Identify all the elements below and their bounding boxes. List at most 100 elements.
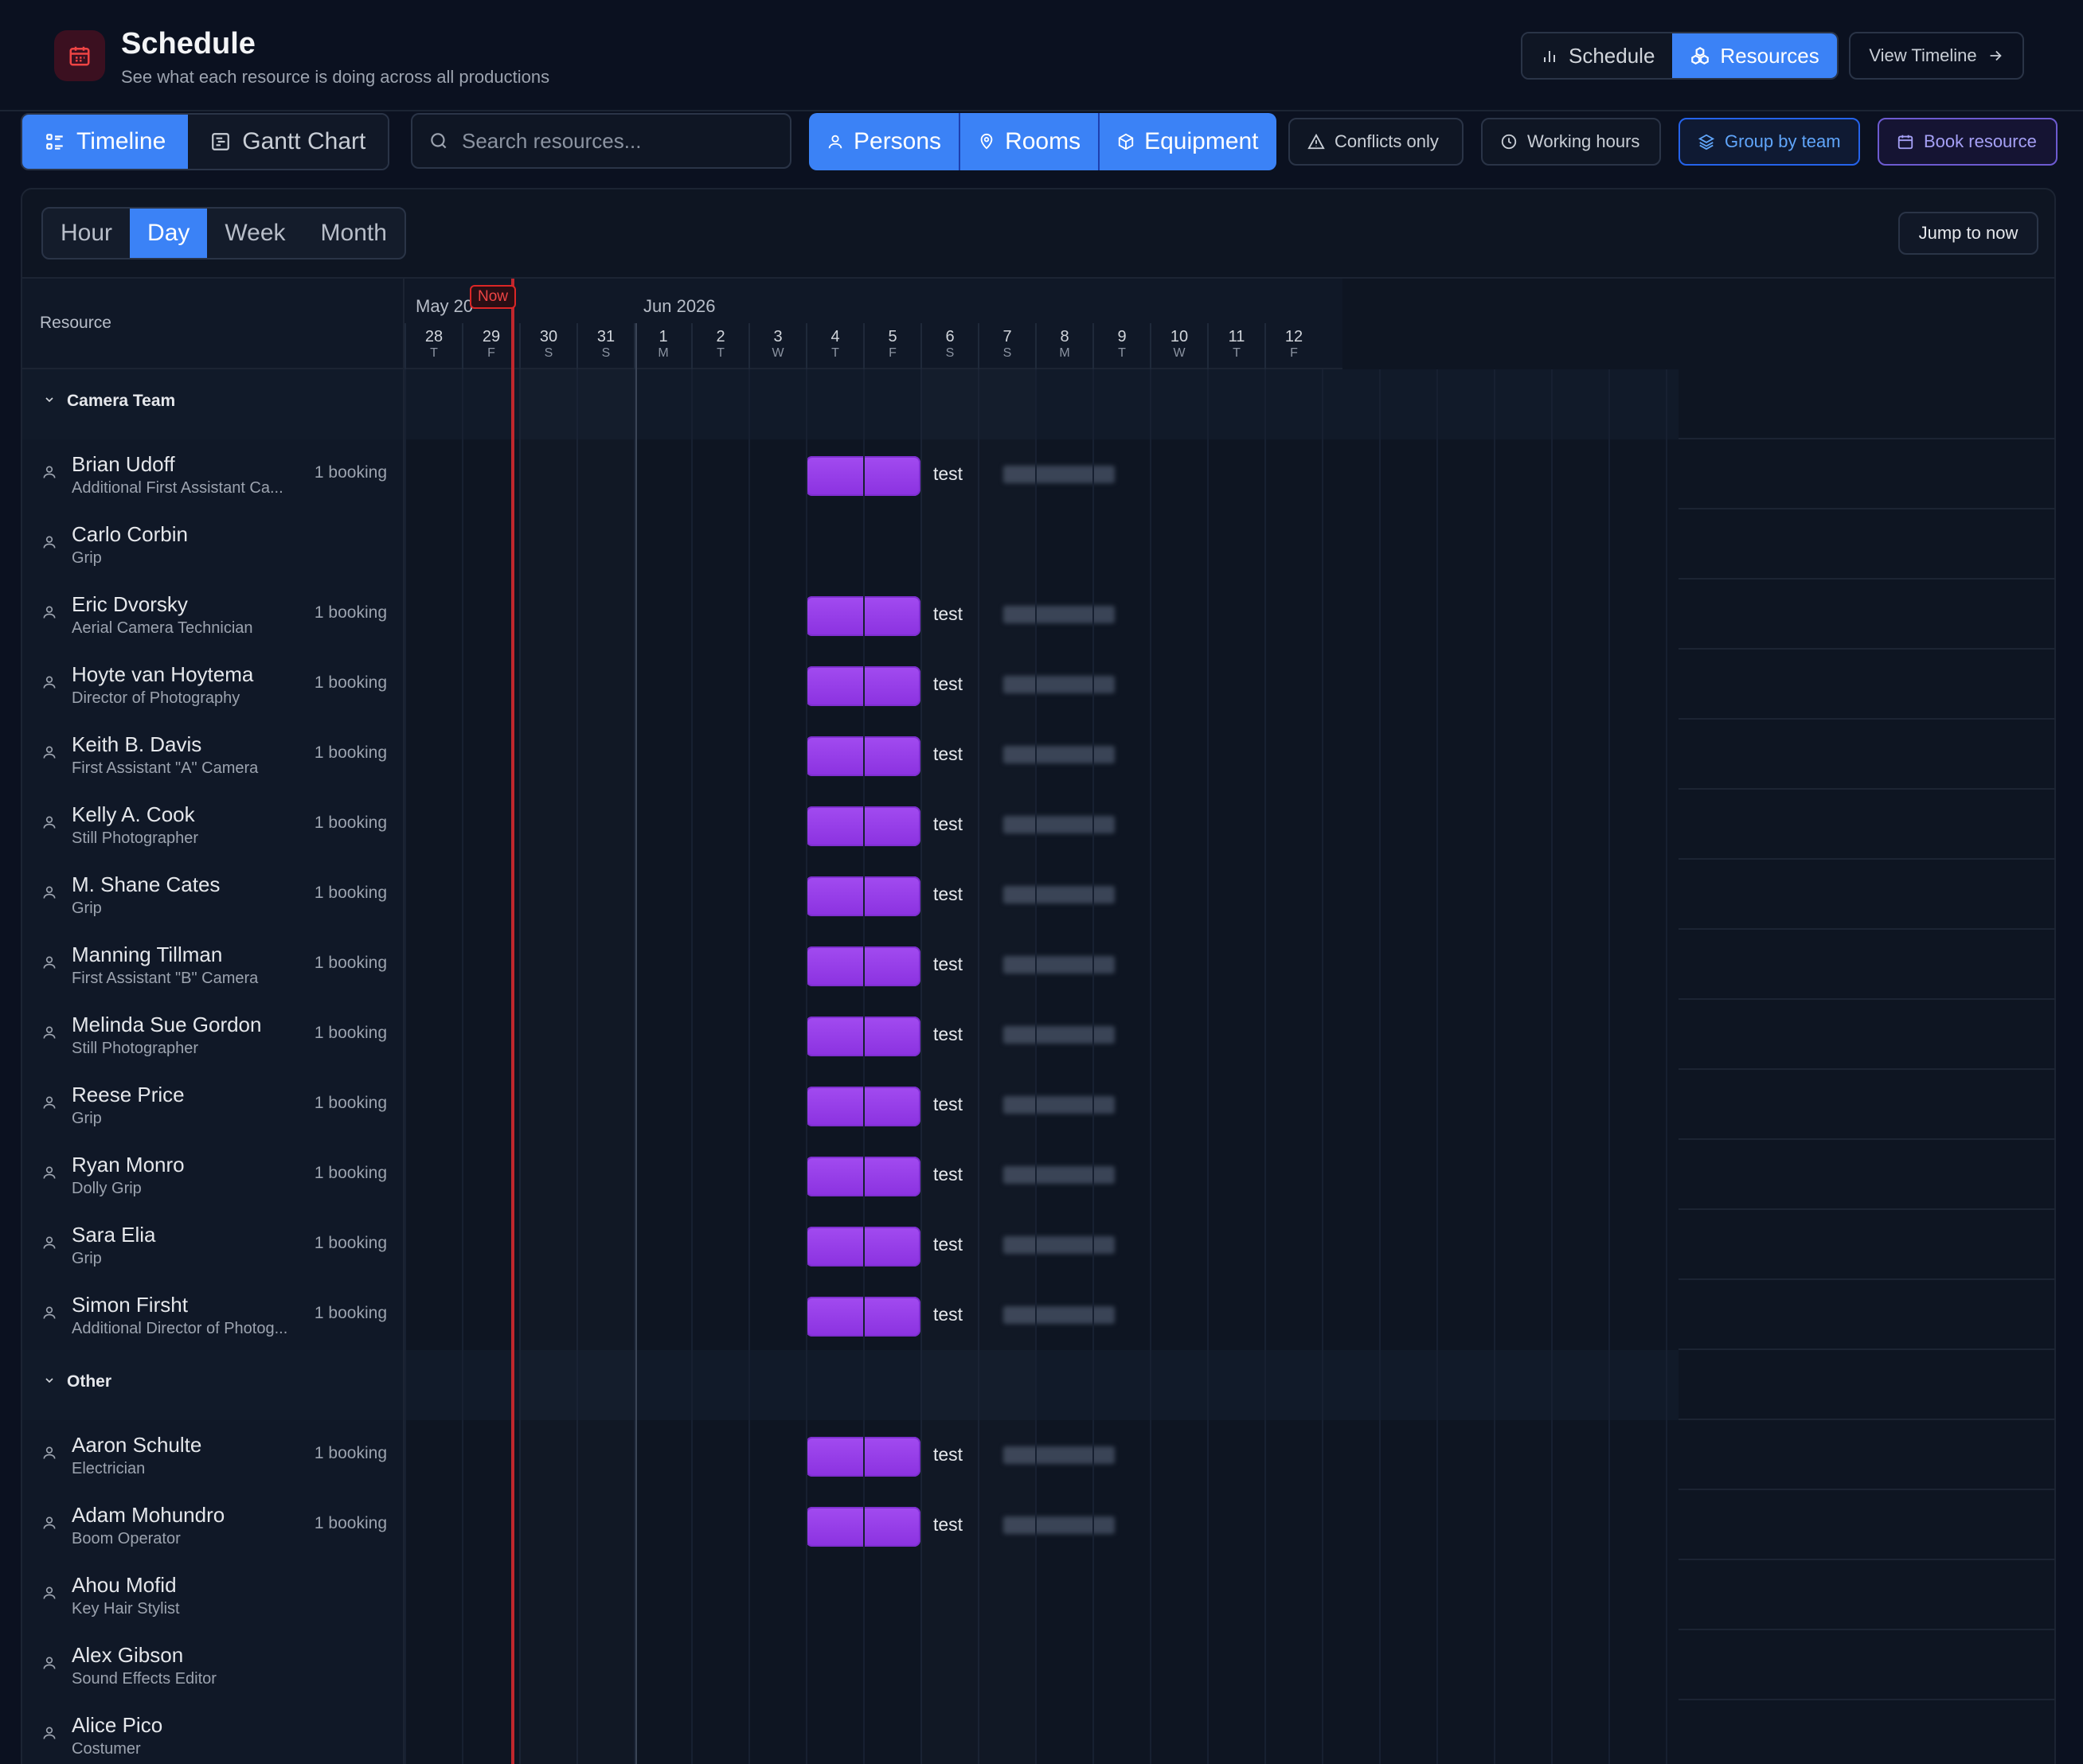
redacted-text <box>1003 1026 1115 1044</box>
resource-row[interactable]: M. Shane Cates Grip 1 booking test <box>22 860 2054 930</box>
group-header-row[interactable]: Other <box>22 1350 2054 1420</box>
time-scale-switch: Hour Day Week Month <box>41 207 406 260</box>
day-number: 2 <box>716 328 725 345</box>
resource-name: Aaron Schulte <box>72 1433 202 1457</box>
person-icon <box>41 1724 57 1746</box>
group-name: Other <box>67 1372 112 1391</box>
resource-row[interactable]: Eric Dvorsky Aerial Camera Technician 1 bo… <box>22 580 2054 650</box>
booking-count: 1 booking <box>314 1444 387 1462</box>
day-number: 1 <box>659 328 668 345</box>
working-hours-toggle[interactable]: Working hours <box>1481 118 1661 166</box>
resource-row[interactable]: Alex Gibson Sound Effects Editor <box>22 1630 2054 1700</box>
resource-row[interactable]: Aaron Schulte Electrician 1 booking test <box>22 1420 2054 1490</box>
resource-row[interactable]: Simon Firsht Additional Director of Photo… <box>22 1280 2054 1350</box>
redacted-text <box>1003 606 1115 623</box>
redacted-text <box>1003 1516 1115 1534</box>
resource-row[interactable]: Reese Price Grip 1 booking test <box>22 1070 2054 1140</box>
resource-cell: Aaron Schulte Electrician 1 booking <box>22 1420 404 1490</box>
filter-persons-button[interactable]: Persons <box>809 113 961 170</box>
resource-row[interactable]: Carlo Corbin Grip <box>22 509 2054 580</box>
resource-lane[interactable]: test <box>404 1000 1679 1070</box>
weekend-shade <box>920 369 978 1764</box>
resource-lane[interactable]: test <box>404 580 1679 650</box>
day-number: 11 <box>1228 328 1245 345</box>
booking-count: 1 booking <box>314 884 387 902</box>
resource-row[interactable]: Keith B. Davis First Assistant "A" Camera… <box>22 720 2054 790</box>
view-timeline-button[interactable]: View Timeline <box>1849 32 2024 80</box>
scale-day-button[interactable]: Day <box>130 209 208 258</box>
resource-row[interactable]: Alice Pico Costumer <box>22 1700 2054 1764</box>
resource-row[interactable]: Kelly A. Cook Still Photographer 1 booking… <box>22 790 2054 860</box>
mode-resources-label: Resources <box>1720 43 1819 68</box>
conflicts-only-toggle[interactable]: Conflicts only <box>1288 118 1464 166</box>
day-column-header: 11 T <box>1207 323 1264 369</box>
resource-type-filter: Persons Rooms Equipment <box>809 113 1276 170</box>
group-name: Camera Team <box>67 392 176 410</box>
resource-lane[interactable]: test <box>404 1210 1679 1280</box>
resource-row[interactable]: Ryan Monro Dolly Grip 1 booking test <box>22 1140 2054 1210</box>
filter-rooms-button[interactable]: Rooms <box>960 113 1100 170</box>
resource-lane[interactable]: test <box>404 1140 1679 1210</box>
month-divider-line <box>635 323 637 1764</box>
scale-hour-button[interactable]: Hour <box>61 220 113 246</box>
filter-equipment-button[interactable]: Equipment <box>1100 113 1276 170</box>
resource-lane[interactable]: test <box>404 439 1679 509</box>
group-by-team-toggle[interactable]: Group by team <box>1679 118 1860 166</box>
resource-lane[interactable] <box>404 1700 1679 1764</box>
resource-name: Adam Mohundro <box>72 1503 225 1527</box>
resource-role: First Assistant "A" Camera <box>72 759 259 777</box>
scale-week-button[interactable]: Week <box>225 220 286 246</box>
gantt-view-button[interactable]: Gantt Chart <box>188 115 389 169</box>
booking-count: 1 booking <box>314 1304 387 1322</box>
resource-row[interactable]: Brian Udoff Additional First Assistant Ca… <box>22 439 2054 509</box>
grid-line <box>1092 369 1094 1764</box>
grid-line <box>1379 369 1381 1764</box>
gantt-view-label: Gantt Chart <box>242 128 366 154</box>
resource-lane[interactable] <box>404 1630 1679 1700</box>
resource-name: Simon Firsht <box>72 1293 188 1317</box>
booking-count: 1 booking <box>314 603 387 622</box>
book-resource-button[interactable]: Book resource <box>1878 118 2058 166</box>
day-number: 9 <box>1117 328 1127 345</box>
timeline-panel: Hour Day Week Month Jump to now Resource… <box>21 188 2056 1764</box>
person-icon <box>41 1234 57 1255</box>
resource-lane[interactable]: test <box>404 790 1679 860</box>
mode-resources-button[interactable]: Resources <box>1672 33 1837 78</box>
group-by-team-label: Group by team <box>1725 131 1841 151</box>
day-weekday: W <box>772 346 784 360</box>
resource-lane[interactable] <box>404 509 1679 580</box>
resource-lane[interactable]: test <box>404 650 1679 720</box>
day-weekday: S <box>601 346 611 360</box>
resource-lane[interactable]: test <box>404 1420 1679 1490</box>
resource-lane[interactable] <box>404 1560 1679 1630</box>
resource-cell: Alice Pico Costumer <box>22 1700 404 1764</box>
map-pin-icon <box>980 133 993 150</box>
resource-row[interactable]: Melinda Sue Gordon Still Photographer 1 bo… <box>22 1000 2054 1070</box>
scale-month-button[interactable]: Month <box>320 220 387 246</box>
resource-row[interactable]: Hoyte van Hoytema Director of Photography… <box>22 650 2054 720</box>
jump-to-now-button[interactable]: Jump to now <box>1898 212 2038 255</box>
resource-lane[interactable]: test <box>404 860 1679 930</box>
search-input[interactable] <box>462 128 780 154</box>
group-header-cell: Other <box>22 1350 404 1420</box>
day-column-header: 30 S <box>519 323 576 369</box>
booking-label: test <box>933 1514 963 1535</box>
resource-lane[interactable]: test <box>404 1070 1679 1140</box>
resource-lane[interactable]: test <box>404 720 1679 790</box>
day-number: 31 <box>596 328 616 345</box>
resource-row[interactable]: Sara Elia Grip 1 booking test <box>22 1210 2054 1280</box>
group-toggle[interactable]: Camera Team <box>43 392 175 411</box>
mode-schedule-button[interactable]: Schedule <box>1522 33 1673 78</box>
grid-line <box>1436 369 1438 1764</box>
resource-row[interactable]: Ahou Mofid Key Hair Stylist <box>22 1560 2054 1630</box>
resource-row[interactable]: Manning Tillman First Assistant "B" Camer… <box>22 930 2054 1000</box>
day-weekday: T <box>1118 346 1126 360</box>
group-toggle[interactable]: Other <box>43 1372 111 1391</box>
day-weekday: T <box>1233 346 1241 360</box>
timeline-view-button[interactable]: Timeline <box>22 115 189 169</box>
redacted-text <box>1003 1306 1115 1324</box>
resource-row[interactable]: Adam Mohundro Boom Operator 1 booking test <box>22 1490 2054 1560</box>
group-header-row[interactable]: Camera Team <box>22 369 2054 439</box>
